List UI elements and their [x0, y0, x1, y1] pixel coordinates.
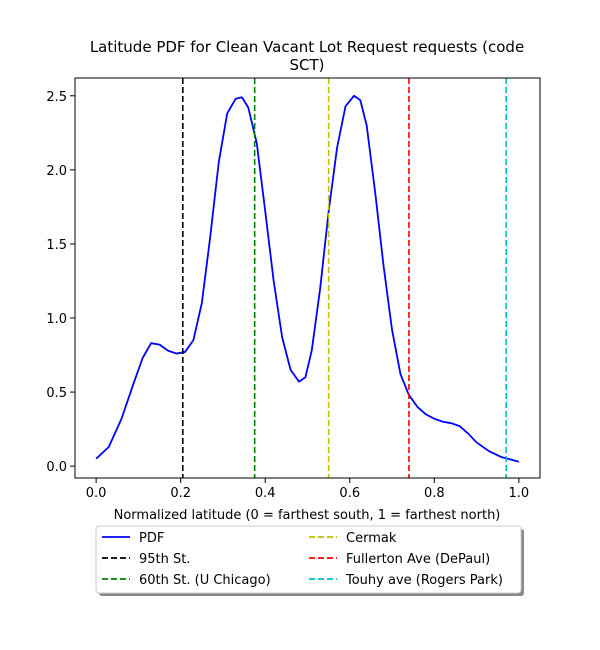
- y-tick-label: 1.0: [46, 312, 67, 327]
- x-tick-label: 0.8: [424, 486, 445, 501]
- y-tick-label: 0.5: [46, 386, 67, 401]
- series-line-pdf: [95, 94, 520, 463]
- y-tick-label: 2.5: [46, 90, 67, 105]
- plot-frame: [74, 77, 541, 479]
- chart-title-line-1: Latitude PDF for Clean Vacant Lot Reques…: [90, 38, 524, 56]
- x-tick-label: 0.2: [170, 486, 191, 501]
- legend-label: 95th St.: [139, 552, 191, 567]
- x-tick-label: 0.6: [339, 486, 360, 501]
- legend-label: Cermak: [346, 531, 397, 546]
- legend-label: Fullerton Ave (DePaul): [346, 552, 490, 567]
- chart-title-line-2: SCT): [289, 56, 324, 74]
- legend-box: [95, 525, 522, 594]
- y-tick-label: 1.5: [46, 238, 67, 253]
- plot-area: [95, 78, 520, 478]
- legend-label: 60th St. (U Chicago): [139, 573, 271, 588]
- y-tick-label: 2.0: [46, 164, 67, 179]
- x-tick-label: 1.0: [509, 486, 530, 501]
- legend-label: PDF: [139, 531, 164, 546]
- axes: 0.0 0.2 0.4 0.6 0.8 1.0 0.0 0.5 1.0 1.5 2.0 2.5: [46, 90, 529, 501]
- y-tick-label: 0.0: [46, 460, 67, 475]
- x-tick-label: 0.0: [86, 486, 107, 501]
- x-tick-label: 0.4: [255, 486, 276, 501]
- legend-label: Touhy ave (Rogers Park): [345, 573, 503, 588]
- x-axis-label: Normalized latitude (0 = farthest south,…: [114, 508, 501, 523]
- legend: PDF 95th St. 60th St. (U Chicago) Cermak Ful…: [95, 525, 524, 596]
